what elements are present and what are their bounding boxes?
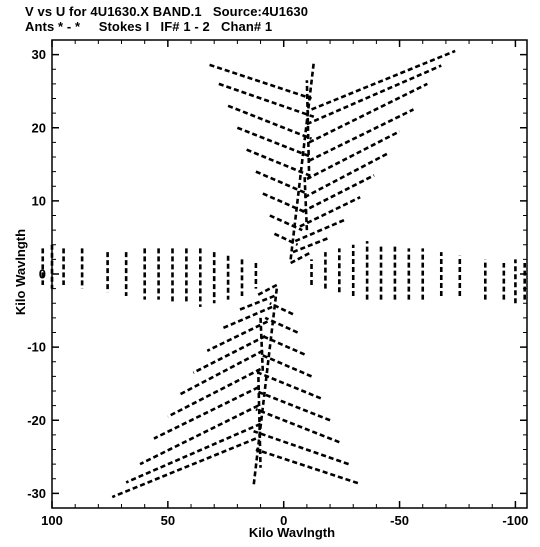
plot-frame bbox=[51, 39, 528, 509]
x-tick-label: -100 bbox=[502, 513, 528, 528]
uv-track-0-21 bbox=[290, 250, 313, 265]
uv-track-conjugate-0-12 bbox=[167, 367, 262, 418]
uv-track-conjugate-0-14 bbox=[192, 334, 266, 374]
uv-track-conjugate-0-18 bbox=[111, 437, 257, 499]
uv-track-conjugate-0-20 bbox=[259, 317, 265, 373]
uv-track-conjugate-0-4 bbox=[257, 371, 322, 400]
uv-track-conjugate-0-17 bbox=[236, 294, 275, 312]
uv-track-0-16 bbox=[294, 217, 347, 243]
uv-track-0-8 bbox=[273, 232, 299, 246]
uv-track-conjugate-0-7 bbox=[264, 316, 299, 334]
x-axis-label: Kilo Wavlngth bbox=[249, 525, 335, 540]
uv-track-0-4 bbox=[246, 148, 310, 177]
chart-title: V vs U for 4U1630.X BAND.1 Source:4U1630 bbox=[25, 4, 309, 19]
uv-track-conjugate-0-2 bbox=[255, 408, 340, 444]
y-axis-label: Kilo Wavlngth bbox=[13, 229, 28, 315]
uv-track-0-7 bbox=[269, 214, 303, 232]
uv-track-conjugate-0-1 bbox=[253, 429, 350, 466]
uv-track-conjugate-0-8 bbox=[269, 302, 294, 316]
y-tick-label: -30 bbox=[27, 486, 46, 501]
y-tick-label: 10 bbox=[32, 193, 46, 208]
y-tick-label: 0 bbox=[39, 267, 46, 282]
chart-subtitle: Ants * - * Stokes I IF# 1 - 2 Chan# 1 bbox=[25, 19, 273, 34]
x-tick-label: 0 bbox=[280, 513, 287, 528]
uv-track-0-17 bbox=[292, 236, 331, 254]
uv-track-0-12 bbox=[306, 130, 401, 181]
uv-track-conjugate-0-21 bbox=[255, 283, 278, 298]
uv-track-conjugate-0-15 bbox=[206, 320, 269, 352]
uv-track-conjugate-0-19 bbox=[256, 369, 262, 468]
uv-track-0-9 bbox=[306, 64, 442, 126]
uv-track-2-37 bbox=[289, 61, 316, 260]
uv-track-0-1 bbox=[218, 82, 315, 119]
uv-track-0-14 bbox=[301, 174, 375, 214]
uv-track-0-0 bbox=[209, 63, 312, 100]
uv-track-conjugate-2-37 bbox=[252, 288, 279, 487]
uv-track-0-15 bbox=[299, 196, 361, 228]
uv-track-0-20 bbox=[303, 175, 309, 231]
y-tick-label: -20 bbox=[27, 413, 46, 428]
uv-track-conjugate-0-3 bbox=[255, 389, 331, 422]
uv-track-conjugate-0-16 bbox=[220, 305, 273, 331]
uv-track-conjugate-0-0 bbox=[255, 448, 359, 485]
uv-track-0-18 bbox=[311, 49, 456, 111]
uv-track-0-2 bbox=[227, 104, 312, 140]
uv-track-conjugate-0-10 bbox=[139, 404, 259, 466]
uv-track-conjugate-0-9 bbox=[125, 422, 262, 484]
uv-track-conjugate-0-11 bbox=[153, 386, 259, 440]
y-tick-label: 20 bbox=[32, 120, 46, 135]
uv-track-0-10 bbox=[308, 82, 428, 144]
uv-track-0-19 bbox=[305, 80, 311, 179]
y-tick-label: 30 bbox=[32, 47, 46, 62]
x-tick-label: 100 bbox=[41, 513, 63, 528]
y-tick-label: -10 bbox=[27, 340, 46, 355]
uv-track-conjugate-0-5 bbox=[260, 353, 313, 378]
x-tick-label: 50 bbox=[161, 513, 175, 528]
uv-track-0-3 bbox=[236, 126, 312, 159]
x-tick-label: -50 bbox=[390, 513, 409, 528]
uv-track-0-5 bbox=[255, 170, 308, 195]
uv-track-0-11 bbox=[308, 108, 415, 162]
